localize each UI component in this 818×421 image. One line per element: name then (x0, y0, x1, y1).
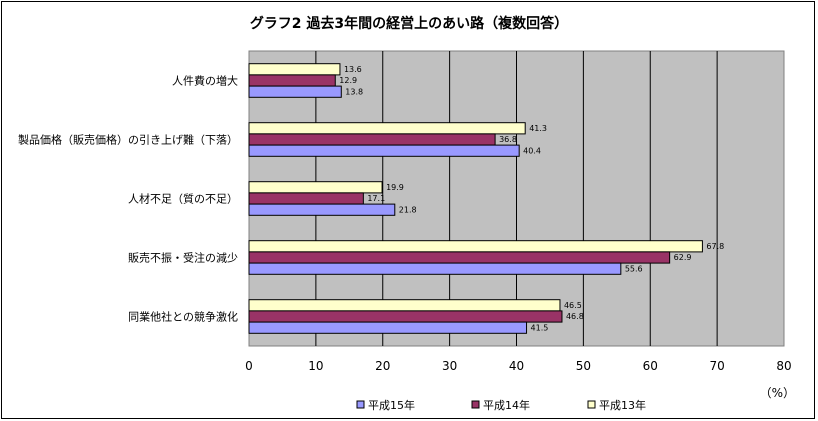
legend-label: 平成14年 (483, 398, 530, 412)
bar-value-label: 41.5 (531, 323, 549, 332)
bar (248, 321, 528, 334)
x-tick-label: 80 (776, 359, 791, 373)
bar-value-label: 62.9 (674, 253, 692, 262)
x-tick-label: 10 (308, 359, 323, 373)
value-labels: 13.6 12.9 13.8 41.3 36.8 40.4 19.917.1 21.8 67.8… (339, 65, 724, 332)
bar-value-label: 67.8 (706, 242, 724, 251)
legend: 平成15年 平成14年 平成13年 (356, 398, 646, 412)
x-tick-label: 60 (643, 359, 658, 373)
bar-value-label: 36.8 (499, 135, 517, 144)
category-label: 販売不振・受注の減少 (128, 251, 238, 265)
bar-value-label: 55.6 (625, 264, 643, 273)
category-label: 製品価格（販売価格）の引き上げ難（下落） (18, 133, 238, 147)
bar-value-label: 12.9 (339, 76, 357, 85)
legend-swatch (471, 400, 480, 409)
bar (248, 122, 526, 135)
bar-value-label: 13.6 (344, 65, 362, 74)
bar-value-label: 19.9 (386, 183, 404, 192)
legend-swatch (587, 400, 596, 409)
x-axis-unit-label: （%） (760, 386, 795, 400)
bar-value-label: 46.5 (564, 301, 582, 310)
bar (248, 262, 622, 275)
category-label: 同業他社との競争激化 (128, 310, 238, 324)
bar-value-label: 46.8 (566, 312, 584, 321)
bar (248, 144, 520, 157)
x-tick-label: 20 (375, 359, 390, 373)
bar (248, 251, 671, 264)
bar (248, 85, 342, 98)
bar-series (248, 63, 703, 334)
x-tick-label: 50 (576, 359, 591, 373)
chart-title: グラフ2 過去3年間の経営上のあい路（複数回答） (250, 15, 568, 32)
x-tick-label: 40 (509, 359, 524, 373)
x-tick-label: 70 (709, 359, 724, 373)
bar (248, 203, 396, 216)
x-tick-label: 0 (245, 359, 253, 373)
bar (248, 181, 383, 194)
grid-lines (315, 51, 718, 346)
legend-label: 平成13年 (599, 398, 646, 412)
legend-label: 平成15年 (368, 398, 415, 412)
bar (248, 240, 703, 253)
legend-swatch (356, 400, 365, 409)
bar (248, 299, 561, 312)
bar-value-label: 13.8 (345, 87, 363, 96)
bar-value-label: 41.3 (529, 124, 547, 133)
category-label: 人材不足（質の不足） (128, 192, 238, 206)
bar (248, 192, 364, 205)
x-tick-label: 30 (442, 359, 457, 373)
bar (248, 74, 336, 87)
bar-value-label: 17.1 (367, 194, 385, 203)
bar-value-label: 40.4 (523, 146, 541, 155)
category-label: 人件費の増大 (172, 74, 238, 88)
x-axis-ticks: 0 10 20 30 40 50 60 70 80 (245, 359, 791, 373)
bar-value-label: 21.8 (399, 205, 417, 214)
bar (248, 133, 496, 146)
bar (248, 310, 563, 323)
bar (248, 63, 341, 76)
